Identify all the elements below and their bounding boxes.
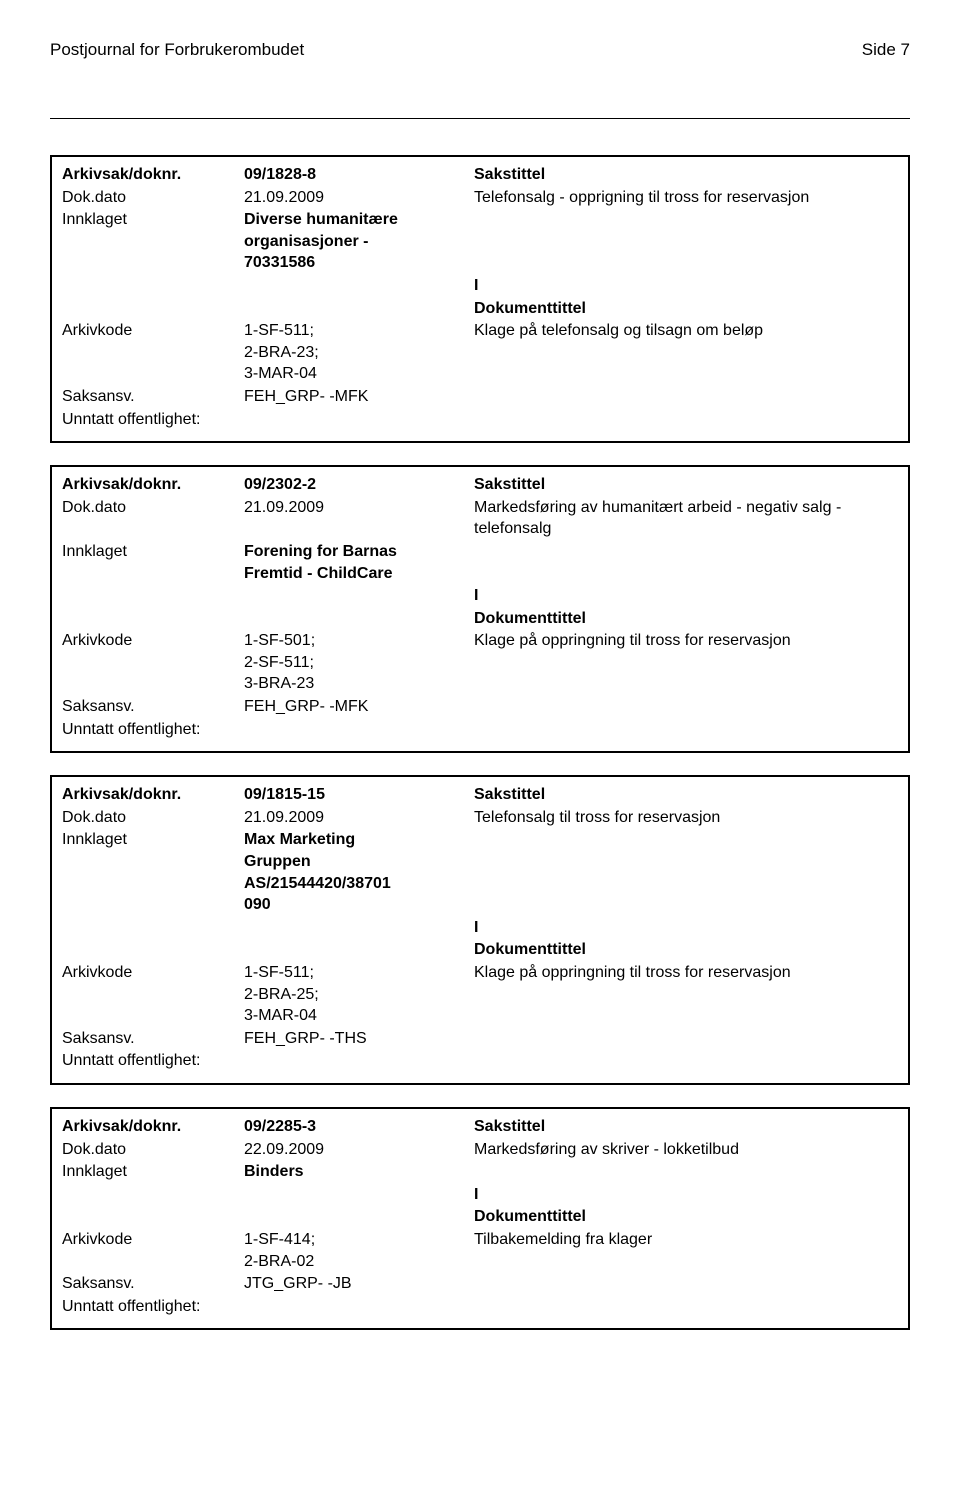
innklaget-label: Innklaget	[62, 209, 244, 274]
innklaget-value: Diverse humanitære organisasjoner - 7033…	[244, 209, 474, 274]
arkivkode-value: 1-SF-511; 2-BRA-25; 3-MAR-04	[244, 962, 474, 1027]
unntatt-label: Unntatt offentlighet:	[62, 409, 200, 431]
arkivsak-label: Arkivsak/doknr.	[62, 1116, 244, 1138]
saksansv-label: Saksansv.	[62, 696, 244, 718]
doktittel-value: Klage på telefonsalg og tilsagn om beløp	[474, 320, 898, 385]
dokdato-label: Dok.dato	[62, 1139, 244, 1161]
sakstittel-value: Telefonsalg til tross for reservasjon	[474, 807, 898, 829]
innklaget-value: Binders	[244, 1161, 474, 1183]
doktittel-label: Dokumenttittel	[474, 298, 898, 320]
arkivsak-value: 09/2285-3	[244, 1116, 474, 1138]
doktittel-label: Dokumenttittel	[474, 939, 898, 961]
innklaget-label: Innklaget	[62, 541, 244, 584]
empty-cell	[474, 209, 898, 274]
page-header: Postjournal for Forbrukerombudet Side 7	[50, 40, 910, 60]
io-value: I	[474, 275, 898, 297]
record: Arkivsak/doknr.09/2285-3Sakstittel Dok.da…	[50, 1107, 910, 1330]
dokdato-value: 21.09.2009	[244, 187, 474, 209]
sakstittel-value: Telefonsalg - opprigning til tross for r…	[474, 187, 898, 209]
io-value: I	[474, 917, 898, 939]
unntatt-label: Unntatt offentlighet:	[62, 719, 200, 741]
record: Arkivsak/doknr.09/1815-15Sakstittel Dok.d…	[50, 775, 910, 1085]
io-value: I	[474, 585, 898, 607]
dokdato-label: Dok.dato	[62, 807, 244, 829]
arkivkode-value: 1-SF-511; 2-BRA-23; 3-MAR-04	[244, 320, 474, 385]
empty-cell	[474, 829, 898, 915]
arkivsak-value: 09/1828-8	[244, 164, 474, 186]
saksansv-value: FEH_GRP- -MFK	[244, 696, 474, 718]
saksansv-label: Saksansv.	[62, 1028, 244, 1050]
arkivsak-label: Arkivsak/doknr.	[62, 784, 244, 806]
saksansv-label: Saksansv.	[62, 1273, 244, 1295]
dokdato-value: 21.09.2009	[244, 807, 474, 829]
dokdato-label: Dok.dato	[62, 187, 244, 209]
record: Arkivsak/doknr.09/2302-2Sakstittel Dok.da…	[50, 465, 910, 753]
innklaget-value: Max Marketing Gruppen AS/21544420/38701 …	[244, 829, 474, 915]
header-divider	[50, 118, 910, 119]
dokdato-label: Dok.dato	[62, 497, 244, 540]
dokdato-value: 21.09.2009	[244, 497, 474, 540]
saksansv-label: Saksansv.	[62, 386, 244, 408]
saksansv-value: JTG_GRP- -JB	[244, 1273, 474, 1295]
arkivsak-value: 09/1815-15	[244, 784, 474, 806]
empty-cell	[474, 541, 898, 584]
innklaget-label: Innklaget	[62, 829, 244, 915]
doktittel-value: Klage på oppringning til tross for reser…	[474, 962, 898, 1027]
dokdato-value: 22.09.2009	[244, 1139, 474, 1161]
sakstittel-label: Sakstittel	[474, 784, 898, 806]
arkivkode-value: 1-SF-501; 2-SF-511; 3-BRA-23	[244, 630, 474, 695]
doktittel-value: Klage på oppringning til tross for reser…	[474, 630, 898, 695]
innklaget-label: Innklaget	[62, 1161, 244, 1183]
sakstittel-label: Sakstittel	[474, 1116, 898, 1138]
saksansv-value: FEH_GRP- -MFK	[244, 386, 474, 408]
empty-cell	[474, 1161, 898, 1183]
header-page: Side 7	[862, 40, 910, 60]
doktittel-label: Dokumenttittel	[474, 608, 898, 630]
io-value: I	[474, 1184, 898, 1206]
arkivsak-label: Arkivsak/doknr.	[62, 164, 244, 186]
arkivkode-label: Arkivkode	[62, 1229, 244, 1272]
record: Arkivsak/doknr.09/1828-8Sakstittel Dok.da…	[50, 155, 910, 443]
arkivsak-value: 09/2302-2	[244, 474, 474, 496]
saksansv-value: FEH_GRP- -THS	[244, 1028, 474, 1050]
sakstittel-label: Sakstittel	[474, 474, 898, 496]
sakstittel-value: Markedsføring av skriver - lokketilbud	[474, 1139, 898, 1161]
header-title: Postjournal for Forbrukerombudet	[50, 40, 304, 60]
arkivsak-label: Arkivsak/doknr.	[62, 474, 244, 496]
unntatt-label: Unntatt offentlighet:	[62, 1050, 200, 1072]
records-container: Arkivsak/doknr.09/1828-8SakstittelDok.da…	[50, 155, 910, 1330]
unntatt-label: Unntatt offentlighet:	[62, 1296, 200, 1318]
arkivkode-label: Arkivkode	[62, 630, 244, 695]
doktittel-label: Dokumenttittel	[474, 1206, 898, 1228]
arkivkode-label: Arkivkode	[62, 962, 244, 1027]
sakstittel-label: Sakstittel	[474, 164, 898, 186]
innklaget-value: Forening for Barnas Fremtid - ChildCare	[244, 541, 474, 584]
doktittel-value: Tilbakemelding fra klager	[474, 1229, 898, 1272]
arkivkode-value: 1-SF-414; 2-BRA-02	[244, 1229, 474, 1272]
arkivkode-label: Arkivkode	[62, 320, 244, 385]
sakstittel-value: Markedsføring av humanitært arbeid - neg…	[474, 497, 898, 540]
